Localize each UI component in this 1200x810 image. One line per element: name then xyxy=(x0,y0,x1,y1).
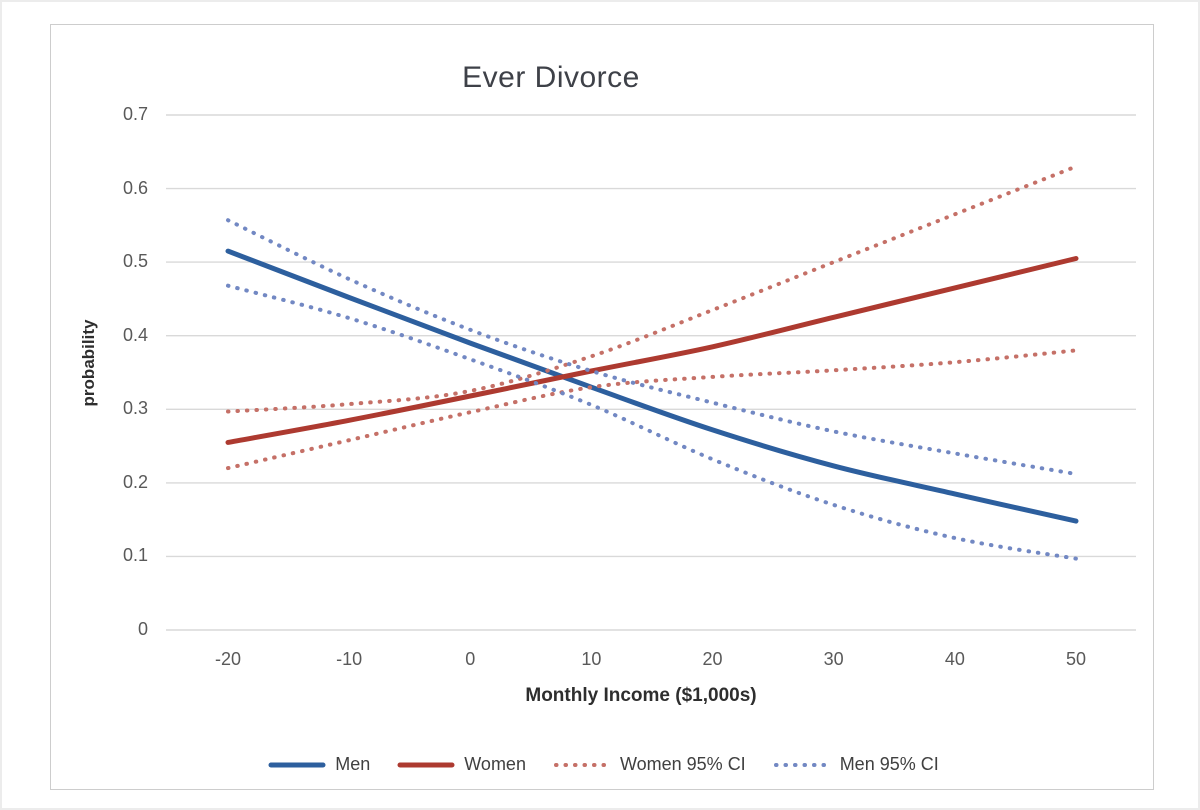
legend-label: Men xyxy=(335,754,371,774)
legend-item-men-95-ci: Men 95% CI xyxy=(772,754,939,775)
x-tick-label: 20 xyxy=(702,649,723,669)
y-tick-label: 0.3 xyxy=(122,398,148,419)
y-tick-label: 0.7 xyxy=(122,104,148,124)
chart-legend: Men Women Women 95% CI Men 95% CI xyxy=(51,754,1155,775)
x-tick-label: 10 xyxy=(581,649,602,669)
series-line-men-95-ci xyxy=(226,283,1078,561)
legend-item-women: Women xyxy=(396,754,526,775)
x-tick-label: -10 xyxy=(336,649,363,669)
legend-label: Women 95% CI xyxy=(619,754,746,774)
chart-card: Ever Divorce 0 0.1 0.2 0.3 0.4 0.5 0.6 0.7 -20 -… xyxy=(50,24,1154,790)
x-tick-label: 50 xyxy=(1065,649,1086,669)
y-tick-label: 0.6 xyxy=(122,177,148,198)
series-line-women-95-ci xyxy=(226,348,1078,471)
chart-title: Ever Divorce xyxy=(462,61,640,94)
legend-label: Men 95% CI xyxy=(839,754,939,774)
x-tick-label: -20 xyxy=(214,649,241,669)
legend-item-women-95-ci: Women 95% CI xyxy=(552,754,746,775)
y-tick-label: 0 xyxy=(137,619,148,639)
series-line-women-95-ci xyxy=(226,164,1078,414)
x-tick-label: 30 xyxy=(823,649,844,669)
series-line-women xyxy=(225,256,1079,445)
y-tick-label: 0.4 xyxy=(122,324,148,345)
x-tick-label: 40 xyxy=(944,649,965,669)
x-tick-label: 0 xyxy=(465,649,476,669)
y-tick-label: 0.2 xyxy=(122,471,148,492)
y-tick-label: 0.5 xyxy=(122,251,148,272)
legend-item-men: Men xyxy=(267,754,370,775)
y-axis-title: probability xyxy=(79,319,98,407)
plot-area xyxy=(166,114,1136,631)
legend-swatch-dotted xyxy=(553,762,610,767)
y-tick-label: 0.1 xyxy=(122,545,148,566)
legend-label: Women xyxy=(464,754,526,774)
x-axis-title: Monthly Income ($1,000s) xyxy=(525,685,757,706)
series-line-men xyxy=(225,248,1079,524)
legend-swatch-dotted xyxy=(773,762,830,767)
series-line-men-95-ci xyxy=(226,218,1078,476)
legend-swatch-solid xyxy=(397,762,455,767)
legend-swatch-solid xyxy=(268,762,326,767)
